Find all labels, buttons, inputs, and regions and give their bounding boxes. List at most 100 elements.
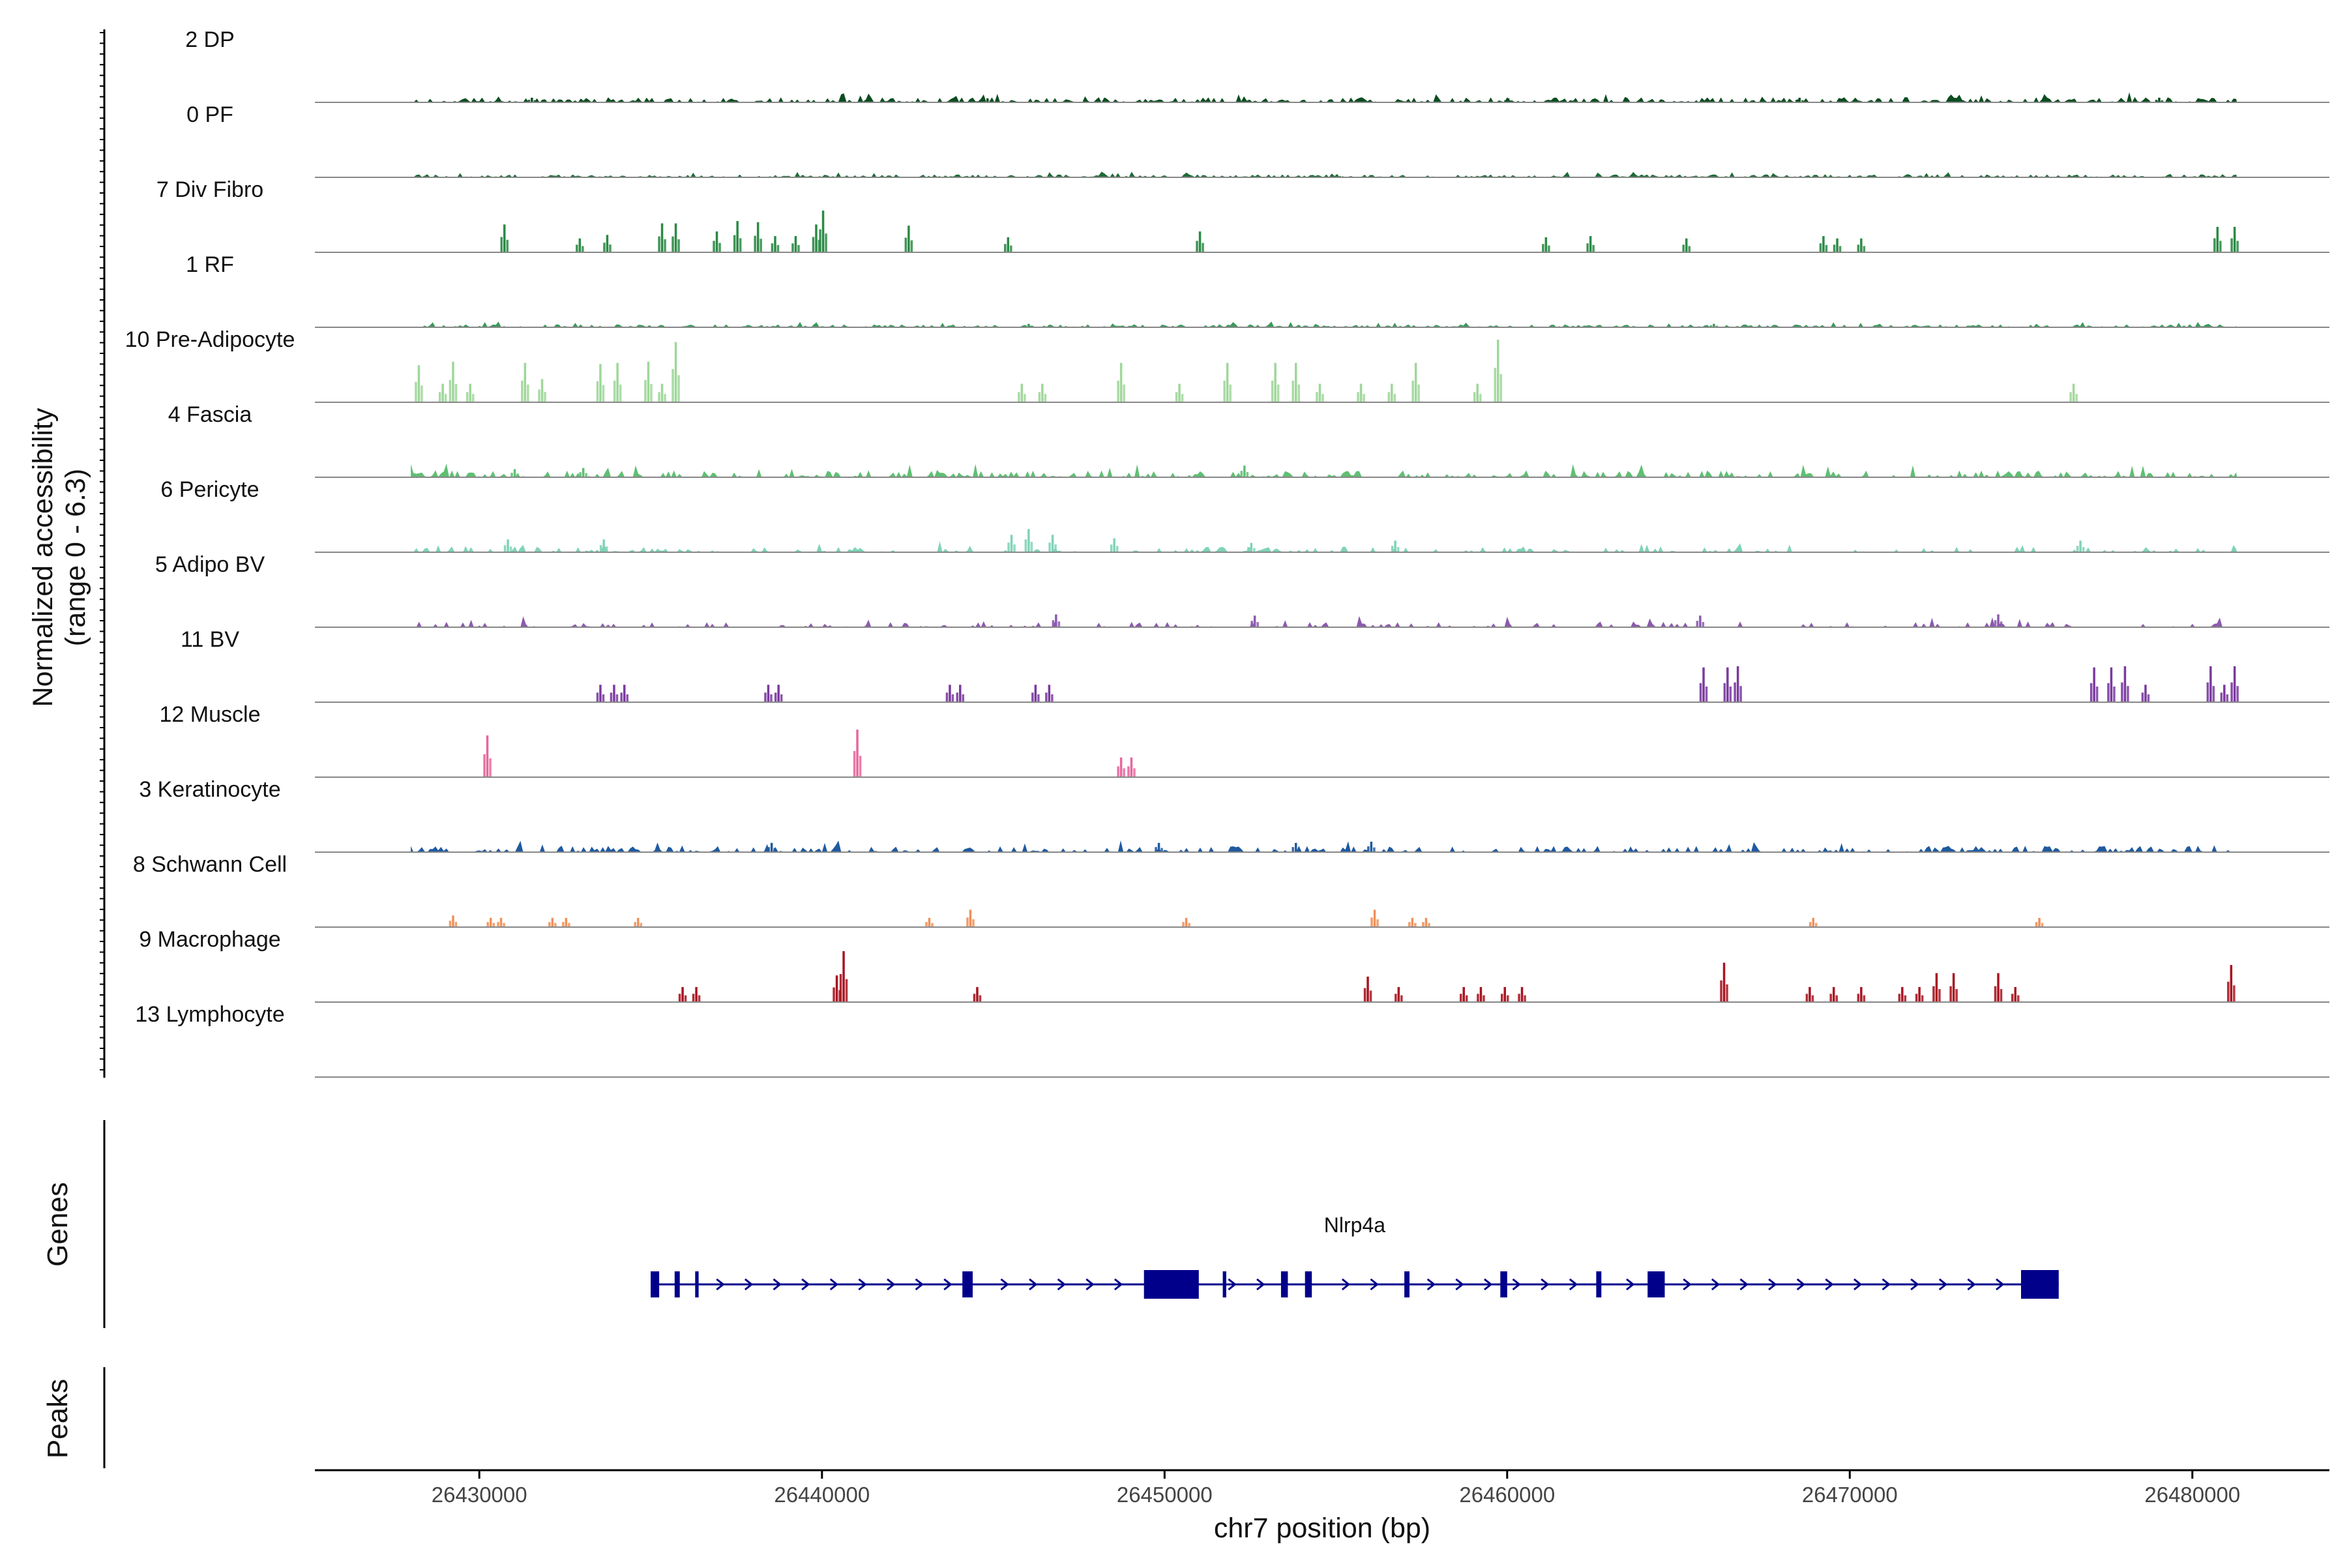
track-peak <box>1589 236 1592 252</box>
track-peak <box>986 98 989 102</box>
track-peak <box>602 385 605 402</box>
track-10-pre-adipocyte: 10 Pre-Adipocyte <box>125 327 2329 403</box>
track-signal-noise <box>411 171 2237 177</box>
track-peak <box>1542 244 1544 252</box>
track-peak <box>951 694 954 702</box>
track-peak <box>454 384 458 402</box>
gene-exon <box>1222 1271 1226 1297</box>
track-peak <box>2212 686 2215 702</box>
track-peak <box>1835 995 1838 1002</box>
track-2-dp: 2 DP <box>185 27 2329 103</box>
track-peak <box>503 224 506 252</box>
track-peak <box>1370 842 1373 852</box>
gene-label: Nlrp4a <box>1324 1213 1385 1237</box>
track-peak <box>1024 394 1026 402</box>
track-peak <box>602 694 605 702</box>
track-peak <box>1250 542 1253 552</box>
track-peak <box>582 246 584 252</box>
track-peak <box>596 692 599 702</box>
strand-arrow-icon <box>1825 1278 1834 1291</box>
track-peak <box>603 243 606 252</box>
strand-arrow-icon <box>744 1278 754 1291</box>
track-peak <box>2076 546 2079 552</box>
x-tick-label: 26470000 <box>1802 1483 1898 1507</box>
track-peak <box>677 375 680 402</box>
track-peak <box>658 236 660 252</box>
track-peak <box>2014 986 2016 1002</box>
track-peak <box>928 917 931 927</box>
track-peak <box>1198 231 1202 252</box>
track-peak <box>449 921 452 927</box>
track-peak <box>678 994 681 1002</box>
track-peak <box>1157 842 1160 852</box>
track-peak <box>619 384 622 402</box>
track-peak <box>1318 383 1321 402</box>
track-peak <box>1696 621 1699 627</box>
track-peak <box>1041 383 1044 402</box>
track-peak <box>1544 237 1548 252</box>
track-peak <box>2213 238 2216 252</box>
track-peak <box>1479 986 1483 1002</box>
track-peak <box>1155 847 1157 852</box>
track-peak <box>1185 917 1188 927</box>
track-peak <box>1720 980 1722 1002</box>
track-peak <box>441 383 444 402</box>
track-peak <box>1466 995 1468 1002</box>
track-peak <box>613 380 616 402</box>
track-peak <box>1321 394 1324 402</box>
track-peak <box>1133 768 1136 777</box>
track-peak <box>1051 535 1054 552</box>
track-label: 10 Pre-Adipocyte <box>125 327 295 352</box>
strand-arrow-icon <box>1853 1278 1863 1291</box>
track-peak <box>949 685 951 702</box>
track-peak <box>1387 392 1391 402</box>
gene-exon <box>1647 1271 1665 1297</box>
track-peak <box>1726 667 1729 702</box>
track-1-rf: 1 RF <box>186 252 2329 328</box>
track-peak <box>516 473 519 477</box>
track-peak <box>1363 394 1365 402</box>
track-peak <box>576 244 578 252</box>
y-axis-range-label: (range 0 - 6.3) <box>60 469 91 646</box>
track-label: 4 Fascia <box>168 402 252 427</box>
track-peak <box>1045 692 1048 702</box>
track-label: 1 RF <box>186 252 234 277</box>
track-peak <box>1013 544 1016 552</box>
track-peak <box>1715 325 1719 327</box>
track-peak <box>1497 340 1499 402</box>
track-peak <box>2011 994 2014 1002</box>
track-peak <box>776 244 780 252</box>
track-peak <box>767 847 770 852</box>
track-6-pericyte: 6 Pericyte <box>160 477 2329 553</box>
track-peak <box>2161 100 2164 102</box>
track-peak <box>1196 241 1198 252</box>
track-peak <box>548 922 551 927</box>
track-peak <box>620 692 623 702</box>
track-peak <box>2141 692 2144 702</box>
track-peak <box>1160 848 1163 852</box>
track-peak <box>1271 380 1274 402</box>
track-peak <box>1408 922 1411 927</box>
track-peak <box>856 730 859 777</box>
track-peak <box>2113 687 2116 702</box>
track-peak <box>1932 986 1935 1002</box>
track-peak <box>821 211 825 252</box>
track-peak <box>1037 694 1040 702</box>
track-peak <box>2144 685 2147 702</box>
strand-arrow-icon <box>1114 1278 1123 1291</box>
track-peak <box>660 383 664 402</box>
track-label: 11 BV <box>181 627 239 652</box>
track-peak <box>1479 394 1482 402</box>
track-peak <box>674 342 677 402</box>
strand-arrow-icon <box>1996 1278 2005 1291</box>
track-peak <box>1297 848 1300 852</box>
track-peak <box>1027 529 1030 552</box>
track-peak <box>1411 380 1414 402</box>
track-peak <box>1688 246 1690 252</box>
genes-panel-title: Genes <box>42 1182 74 1267</box>
track-signal-noise <box>411 541 2237 552</box>
track-peak <box>1119 362 1123 402</box>
track-peak <box>1256 622 1259 627</box>
